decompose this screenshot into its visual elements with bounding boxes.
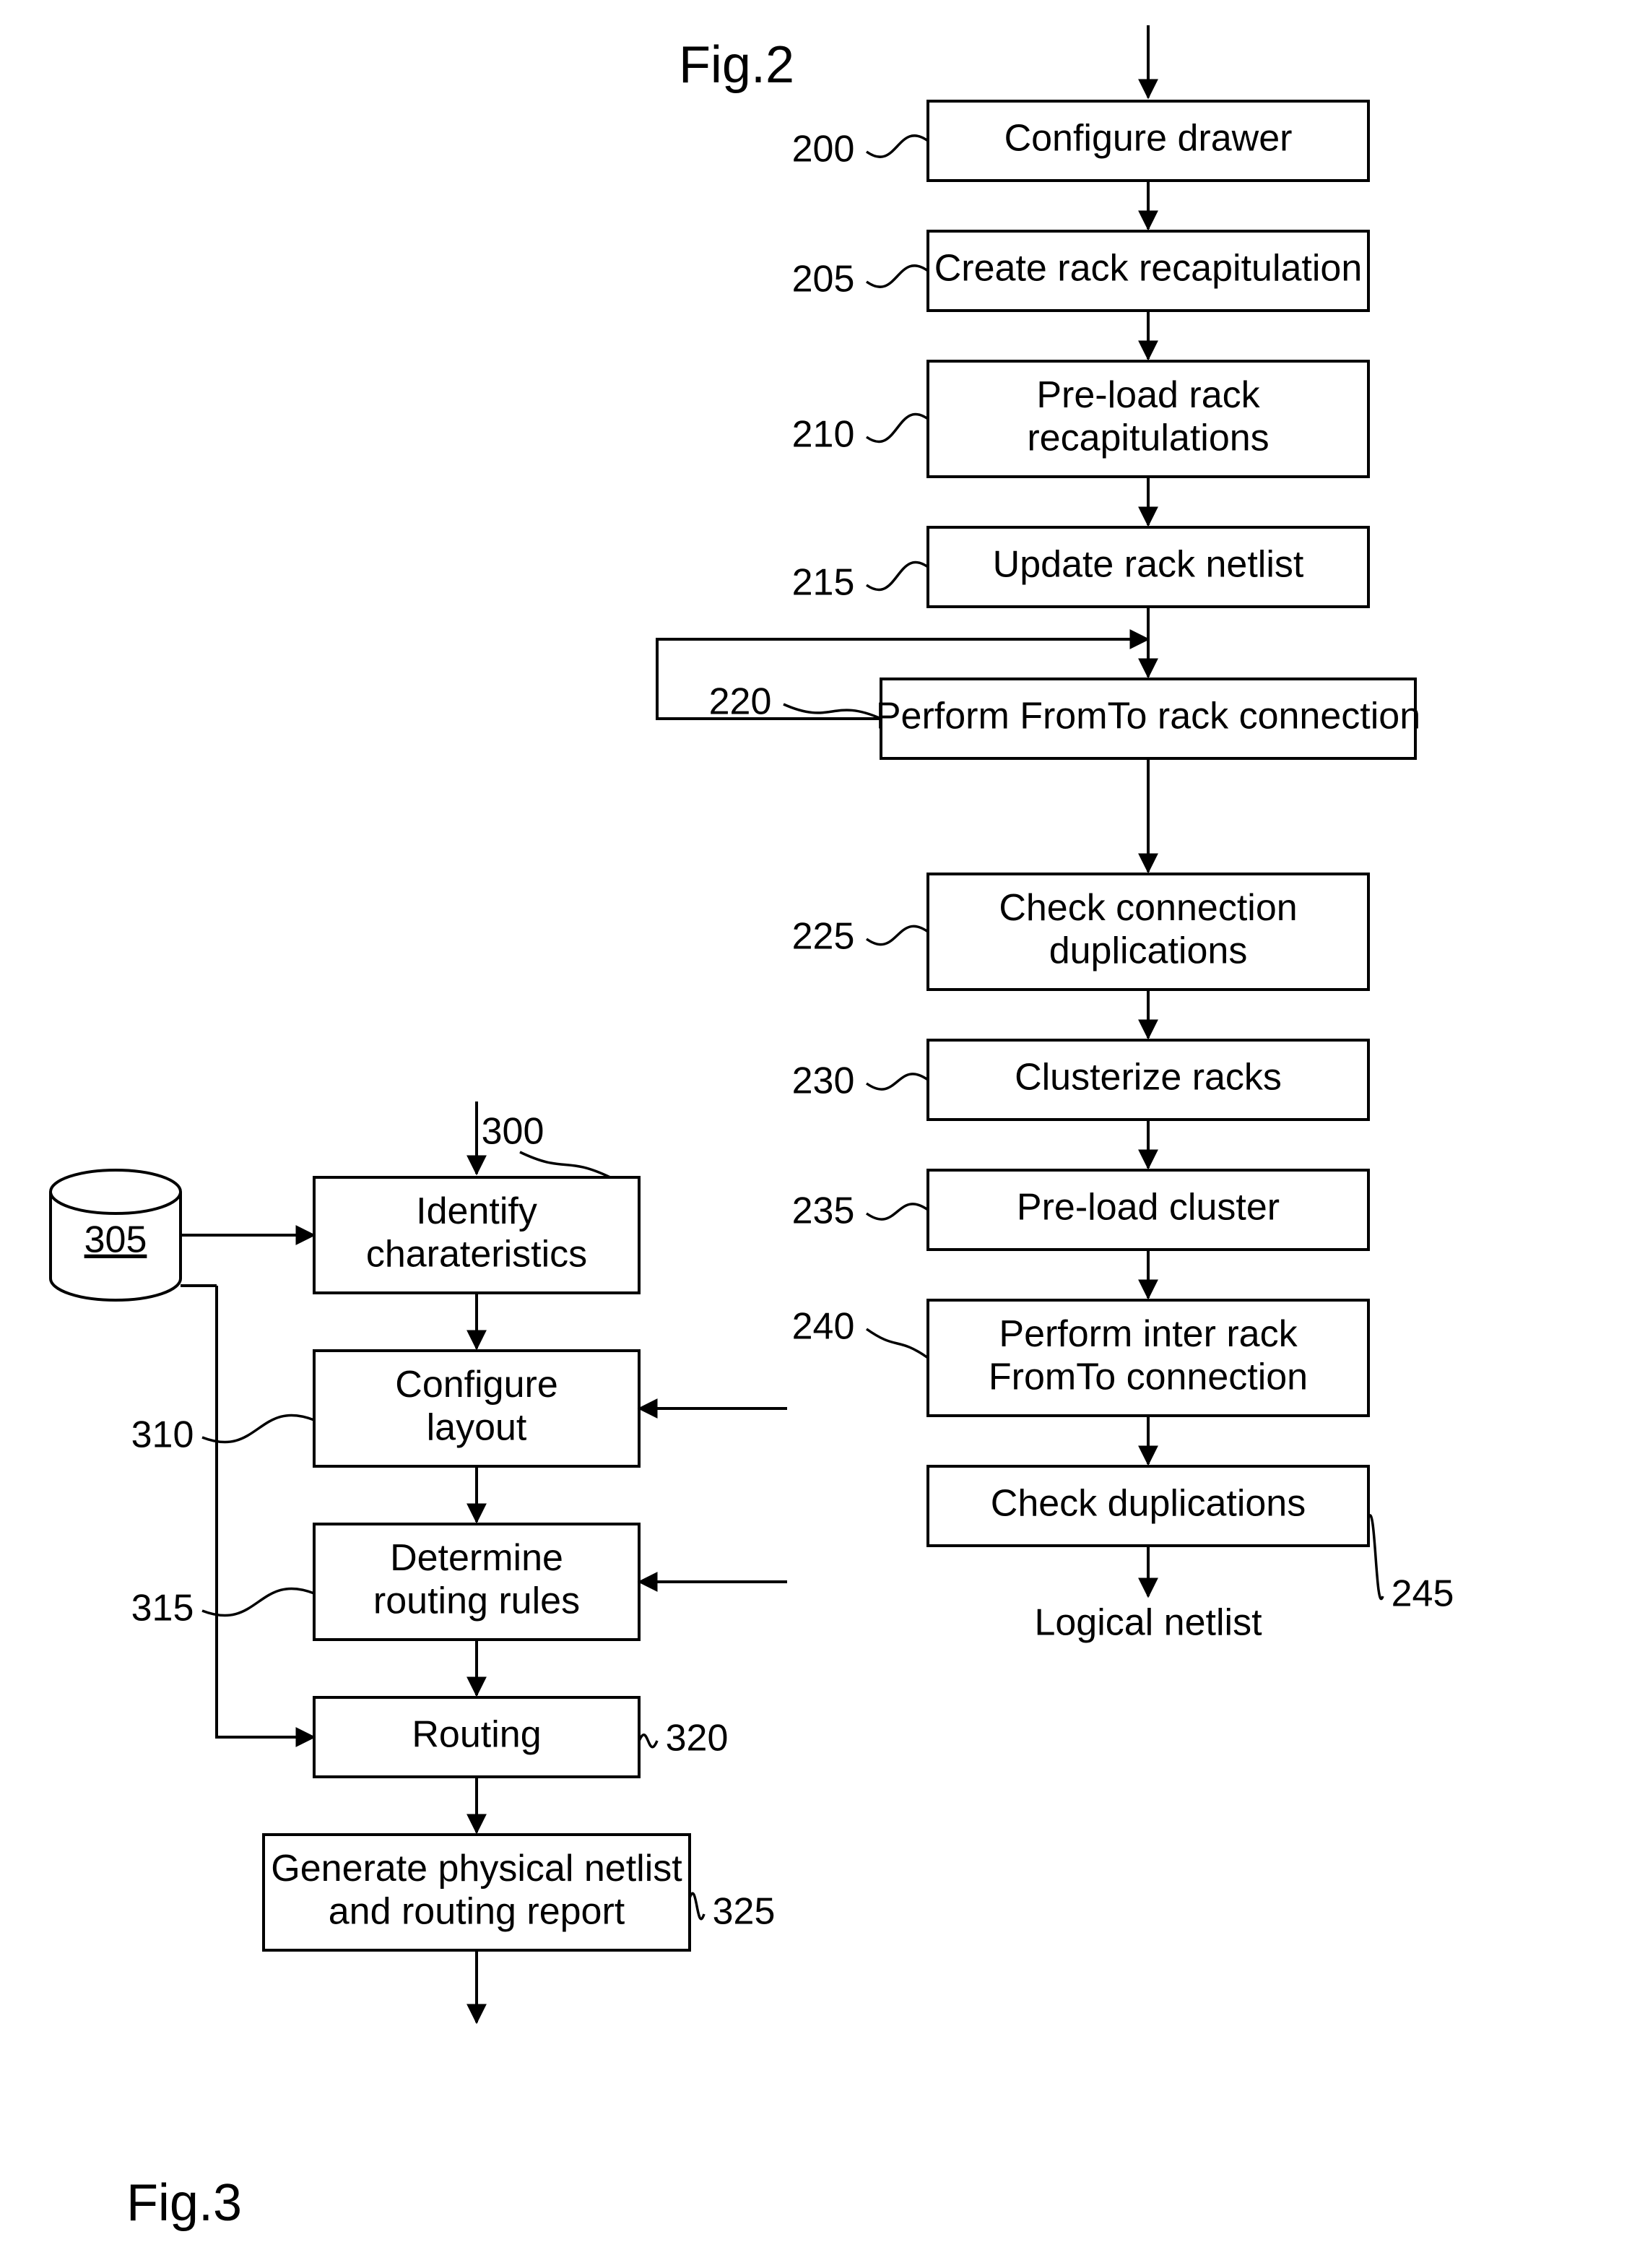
leader (867, 1204, 928, 1219)
ref-label-310: 310 (131, 1414, 194, 1456)
svg-text:Pre-load cluster: Pre-load cluster (1017, 1187, 1280, 1229)
svg-text:FromTo connection: FromTo connection (989, 1356, 1308, 1398)
fig3-node-300: Identifycharateristics (314, 1177, 639, 1293)
leader (867, 926, 928, 944)
fig2-node-235: Pre-load cluster (928, 1170, 1368, 1250)
leader (639, 1735, 657, 1747)
svg-text:Pre-load rack: Pre-load rack (1036, 374, 1260, 416)
ref-label-225: 225 (792, 916, 855, 958)
leader (1368, 1515, 1383, 1599)
leader (867, 136, 928, 157)
logical-netlist-label: Logical netlist (1034, 1602, 1262, 1644)
ref-label-220: 220 (709, 681, 772, 723)
svg-text:Check connection: Check connection (999, 887, 1297, 929)
ref-label-230: 230 (792, 1060, 855, 1102)
database-305: 305 (51, 1170, 181, 1300)
svg-text:Configure: Configure (395, 1364, 557, 1406)
fig2-node-220: Perform FromTo rack connection (876, 679, 1420, 758)
leader (520, 1152, 610, 1177)
svg-text:Identify: Identify (416, 1190, 537, 1232)
leader (867, 562, 928, 589)
leader (202, 1415, 314, 1442)
ref-label-240: 240 (792, 1306, 855, 1348)
fig3-node-325: Generate physical netlistand routing rep… (264, 1835, 690, 1950)
leader (690, 1893, 704, 1918)
svg-text:Check duplications: Check duplications (991, 1483, 1306, 1525)
fig2-node-200: Configure drawer (928, 101, 1368, 181)
fig3-node-310: Configurelayout (314, 1351, 639, 1466)
fig2-node-205: Create rack recapitulation (928, 231, 1368, 311)
svg-text:duplications: duplications (1049, 930, 1248, 972)
svg-text:and routing report: and routing report (329, 1891, 625, 1933)
leader (202, 1588, 314, 1615)
svg-text:Clusterize racks: Clusterize racks (1015, 1057, 1282, 1099)
ref-label-235: 235 (792, 1190, 855, 1232)
svg-text:Configure drawer: Configure drawer (1004, 118, 1293, 160)
db-to-routing (217, 1286, 314, 1737)
ref-label-325: 325 (713, 1891, 776, 1933)
figure-3-title: Fig.3 (126, 2174, 242, 2232)
svg-text:recapitulations: recapitulations (1027, 417, 1269, 459)
leader (784, 704, 881, 719)
ref-label-305: 305 (84, 1219, 147, 1261)
svg-text:layout: layout (427, 1407, 527, 1449)
ref-label-320: 320 (666, 1718, 729, 1760)
svg-text:routing rules: routing rules (373, 1580, 580, 1622)
leader (867, 414, 928, 441)
fig3-node-320: Routing (314, 1697, 639, 1777)
svg-text:Perform FromTo rack connection: Perform FromTo rack connection (876, 696, 1420, 737)
ref-label-315: 315 (131, 1588, 194, 1629)
svg-text:Determine: Determine (390, 1537, 563, 1579)
fig2-node-245: Check duplications (928, 1466, 1368, 1546)
svg-text:Generate physical netlist: Generate physical netlist (271, 1848, 682, 1890)
fig2-node-210: Pre-load rackrecapitulations (928, 361, 1368, 477)
svg-text:Routing: Routing (412, 1714, 541, 1756)
leader (867, 266, 928, 287)
leader (867, 1074, 928, 1089)
svg-text:Update rack netlist: Update rack netlist (993, 544, 1304, 586)
figure-2-title: Fig.2 (679, 36, 794, 94)
fig3-node-315: Determinerouting rules (314, 1524, 639, 1640)
ref-label-205: 205 (792, 259, 855, 300)
ref-label-215: 215 (792, 562, 855, 604)
svg-text:Perform inter rack: Perform inter rack (999, 1313, 1298, 1355)
fig2-node-240: Perform inter rackFromTo connection (928, 1300, 1368, 1416)
fig2-node-230: Clusterize racks (928, 1040, 1368, 1120)
ref-label-210: 210 (792, 414, 855, 456)
svg-text:charateristics: charateristics (366, 1234, 587, 1276)
fig2-node-215: Update rack netlist (928, 527, 1368, 607)
ref-label-245: 245 (1392, 1573, 1454, 1615)
ref-label-200: 200 (792, 129, 855, 170)
ref-label-300: 300 (482, 1111, 544, 1153)
svg-text:Create rack recapitulation: Create rack recapitulation (934, 248, 1363, 290)
fig2-node-225: Check connectionduplications (928, 874, 1368, 990)
leader (867, 1329, 928, 1358)
